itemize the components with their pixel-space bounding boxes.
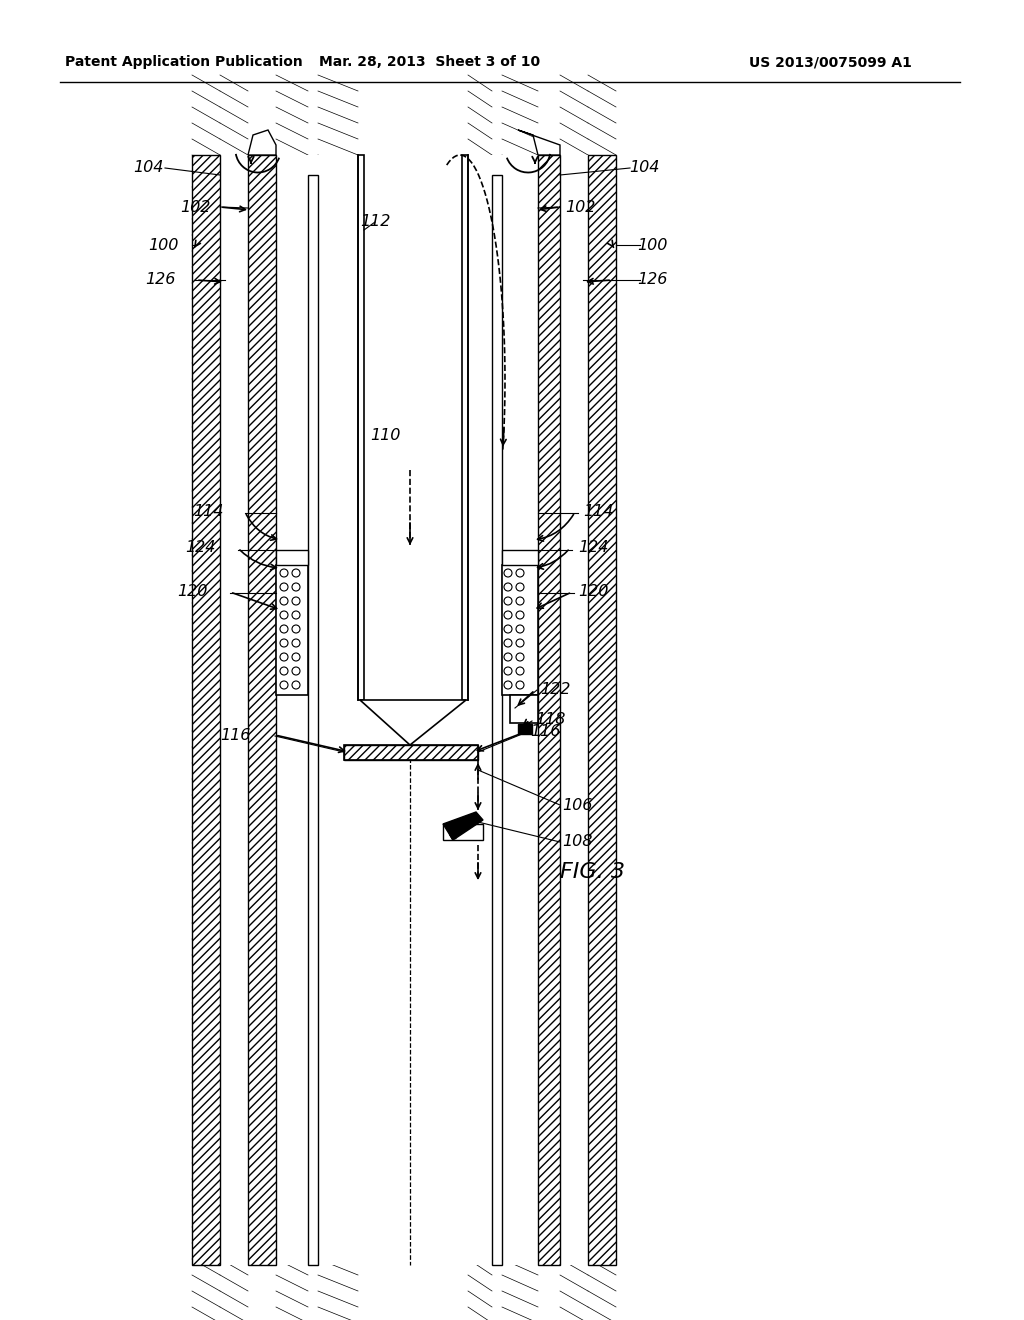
Circle shape	[504, 624, 512, 634]
Bar	[308, 176, 318, 1265]
Text: 122: 122	[540, 682, 570, 697]
Bar	[276, 550, 308, 565]
Circle shape	[516, 624, 524, 634]
Circle shape	[280, 611, 288, 619]
Circle shape	[292, 611, 300, 619]
Circle shape	[292, 639, 300, 647]
Circle shape	[280, 624, 288, 634]
Circle shape	[292, 653, 300, 661]
Text: FIG. 3: FIG. 3	[560, 862, 625, 882]
Circle shape	[280, 653, 288, 661]
Bar	[344, 744, 478, 760]
Circle shape	[504, 639, 512, 647]
Text: 104: 104	[629, 161, 659, 176]
Circle shape	[516, 639, 524, 647]
Text: 120: 120	[177, 585, 207, 599]
Circle shape	[516, 611, 524, 619]
Text: US 2013/0075099 A1: US 2013/0075099 A1	[749, 55, 911, 69]
Text: 124: 124	[578, 540, 608, 556]
Text: 106: 106	[562, 797, 592, 813]
Text: 114: 114	[193, 504, 223, 520]
Circle shape	[516, 667, 524, 675]
Circle shape	[504, 653, 512, 661]
Circle shape	[504, 611, 512, 619]
Polygon shape	[360, 700, 466, 744]
Circle shape	[280, 639, 288, 647]
Circle shape	[504, 583, 512, 591]
Polygon shape	[518, 129, 560, 154]
Text: 110: 110	[370, 428, 400, 442]
Text: 116: 116	[220, 727, 250, 742]
Circle shape	[516, 597, 524, 605]
Circle shape	[292, 624, 300, 634]
Circle shape	[504, 667, 512, 675]
Text: 108: 108	[562, 834, 592, 850]
Text: 124: 124	[184, 540, 215, 556]
Text: 118: 118	[535, 713, 565, 727]
Bar	[344, 744, 478, 760]
Bar	[538, 154, 560, 1265]
Bar	[502, 550, 538, 565]
Circle shape	[516, 653, 524, 661]
Circle shape	[516, 681, 524, 689]
Circle shape	[516, 583, 524, 591]
Circle shape	[280, 667, 288, 675]
Circle shape	[280, 583, 288, 591]
Bar	[560, 154, 588, 1265]
Text: 102: 102	[180, 199, 210, 214]
Polygon shape	[248, 129, 276, 154]
Text: Patent Application Publication: Patent Application Publication	[65, 55, 303, 69]
Text: 126: 126	[637, 272, 668, 288]
Circle shape	[504, 597, 512, 605]
Bar	[492, 176, 502, 1265]
Text: Mar. 28, 2013  Sheet 3 of 10: Mar. 28, 2013 Sheet 3 of 10	[319, 55, 541, 69]
Bar	[358, 154, 364, 700]
Circle shape	[292, 667, 300, 675]
Text: 100: 100	[147, 238, 178, 252]
Circle shape	[280, 597, 288, 605]
Text: 120: 120	[578, 585, 608, 599]
Bar	[588, 154, 616, 1265]
Circle shape	[292, 597, 300, 605]
Circle shape	[516, 569, 524, 577]
Text: 116: 116	[529, 725, 560, 739]
Circle shape	[292, 569, 300, 577]
Circle shape	[292, 583, 300, 591]
Bar	[276, 154, 538, 1265]
Circle shape	[504, 569, 512, 577]
Bar	[502, 565, 538, 696]
Circle shape	[280, 569, 288, 577]
Bar	[248, 154, 276, 1265]
Polygon shape	[443, 812, 483, 840]
Bar	[276, 565, 308, 696]
Text: 112: 112	[359, 214, 390, 230]
Bar	[462, 154, 468, 700]
Bar	[193, 154, 220, 1265]
Text: 126: 126	[144, 272, 175, 288]
Bar	[220, 154, 248, 1265]
Text: 114: 114	[583, 504, 613, 520]
Bar	[364, 154, 462, 700]
Circle shape	[280, 681, 288, 689]
Bar	[443, 824, 483, 840]
Text: 100: 100	[637, 238, 668, 252]
Bar	[510, 696, 538, 723]
Text: 102: 102	[565, 199, 595, 214]
Circle shape	[504, 681, 512, 689]
Circle shape	[292, 681, 300, 689]
Bar	[518, 723, 532, 734]
Text: 104: 104	[133, 161, 163, 176]
